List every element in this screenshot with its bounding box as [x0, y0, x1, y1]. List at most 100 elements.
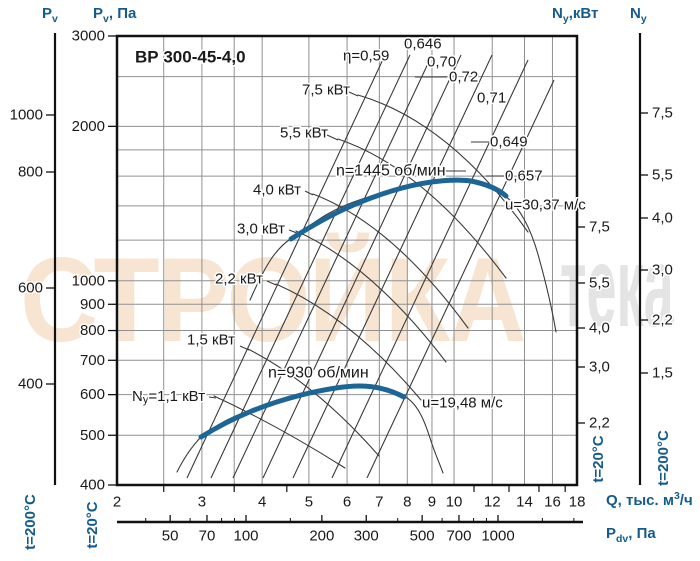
y-tick-label-inner-right: 5,5 — [589, 275, 610, 292]
pdv-tick-label: 300 — [354, 528, 379, 545]
y-tick-label-outer-right: 4,0 — [652, 210, 673, 227]
u-label: u=19,48 м/с — [422, 395, 503, 412]
y-tick-label-inner-left: 3000 — [72, 28, 105, 45]
y-tick-label-outer-right: 2,2 — [652, 312, 673, 329]
efficiency-ray — [262, 54, 462, 479]
y-tick-label-inner-left: 900 — [80, 296, 105, 313]
y-tick-label-inner-right: 2,2 — [589, 415, 610, 432]
speed-label: n=1445 об/мин — [336, 163, 446, 180]
y-tick-label-outer-right: 5,5 — [652, 167, 673, 184]
power-label: 4,0 кВт — [253, 182, 301, 199]
power-contour — [357, 94, 529, 233]
x-tick-label: 8 — [403, 494, 411, 511]
x-tick-label: 16 — [544, 494, 561, 511]
temp-label-right-inner: t=20°C — [590, 435, 607, 483]
pdv-tick-label: 100 — [233, 528, 258, 545]
efficiency-ray — [210, 54, 411, 479]
pdv-axis-unit-label: Pdv, Па — [606, 525, 656, 545]
efficiency-ray — [232, 54, 433, 479]
y-tick-label-inner-left: 400 — [80, 476, 105, 493]
eta-label: 0,71 — [477, 90, 506, 107]
speed-label: n=930 об/мин — [268, 365, 369, 382]
x-tick-label: 12 — [484, 494, 501, 511]
working-curve-930 — [198, 383, 407, 440]
y-tick-label-outer-left: 1000 — [10, 107, 43, 124]
label-leader — [326, 134, 339, 141]
power-contour — [213, 395, 346, 469]
temp-label-right-outer: t=200°C — [655, 430, 672, 486]
temp-label-left-outer: t=200°C — [22, 494, 39, 550]
watermark-stroika: СТРОЙКА — [20, 233, 527, 367]
y-tick-label-inner-left: 1000 — [72, 272, 105, 289]
eta-label: 0,70 — [427, 54, 456, 71]
eta-label: 0,657 — [505, 168, 543, 185]
power-contour — [275, 283, 422, 401]
x-tick-label: 6 — [343, 494, 351, 511]
y-tick-label-outer-left: 800 — [18, 164, 43, 181]
x-tick-label: 7 — [375, 494, 383, 511]
efficiency-ray — [292, 54, 493, 479]
label-leader — [208, 396, 217, 399]
x-tick-label: 4 — [258, 494, 266, 511]
y-tick-label-outer-right: 3,0 — [652, 262, 673, 279]
power-label: 7,5 кВт — [302, 82, 350, 99]
label-leader — [288, 229, 298, 234]
plot-border — [115, 34, 579, 487]
eta-label: 0,72 — [449, 69, 478, 86]
axis-header-pv-pa: Pv, Па — [93, 5, 137, 25]
power-contour — [312, 193, 469, 329]
label-leader — [266, 280, 277, 286]
q-axis-unit-label: Q, тыс. м3/ч — [606, 490, 693, 509]
y-tick-label-inner-left: 700 — [80, 352, 105, 369]
label-leader — [348, 91, 359, 97]
eta-label: 0,649 — [490, 134, 528, 151]
label-leader — [304, 190, 314, 196]
eta-label: 0,646 — [404, 36, 442, 53]
power-contour — [295, 230, 447, 363]
y-tick-label-inner-left: 800 — [80, 322, 105, 339]
pdv-tick-label: 500 — [410, 528, 435, 545]
y-tick-label-inner-left: 500 — [80, 427, 105, 444]
power-label-min: Ny=1,1 кВт — [132, 388, 205, 407]
x-tick-label: 5 — [305, 494, 313, 511]
efficiency-ray — [366, 79, 555, 479]
efficiency-ray — [186, 54, 386, 479]
x-tick-label: 14 — [516, 494, 533, 511]
label-leader — [239, 345, 250, 351]
watermark-teka: тека — [560, 223, 674, 351]
power-contour — [337, 138, 507, 279]
x-tick-label: 2 — [113, 494, 121, 511]
y-tick-label-outer-left: 400 — [18, 376, 43, 393]
y-tick-label-inner-left: 2000 — [72, 118, 105, 135]
pdv-tick-label: 70 — [199, 528, 216, 545]
x-tick-label: 9 — [428, 494, 436, 511]
axis-header-ny-kvt: Ny,кВт — [552, 5, 599, 25]
axis-header-pv-outer: Pv — [42, 5, 58, 25]
pdv-tick-label: 50 — [162, 528, 179, 545]
y-tick-label-inner-left: 600 — [80, 386, 105, 403]
working-curve-1445 — [288, 177, 509, 242]
power-label: 3,0 кВт — [237, 221, 285, 238]
y-tick-label-inner-right: 7,5 — [589, 219, 610, 236]
u-label: u=30,37 м/с — [505, 197, 586, 214]
power-label: 2,2 кВт — [215, 271, 263, 288]
pdv-tick-label: 1000 — [481, 528, 514, 545]
efficiency-ray — [331, 59, 529, 479]
x-tick-label: 3 — [198, 494, 206, 511]
eta-label: η=0,59 — [343, 48, 389, 65]
temp-label-left-inner: t=20°C — [84, 501, 101, 549]
pdv-tick-label: 200 — [309, 528, 334, 545]
y-tick-label-inner-right: 3,0 — [589, 359, 610, 376]
y-tick-label-outer-left: 600 — [18, 280, 43, 297]
axis-header-ny: Ny — [630, 5, 647, 25]
x-tick-label: 18 — [569, 494, 586, 511]
pdv-tick-label: 700 — [446, 528, 471, 545]
y-tick-label-inner-right: 4,0 — [589, 320, 610, 337]
power-label: 1,5 кВт — [187, 332, 235, 349]
chart-title: ВР 300-45-4,0 — [135, 48, 246, 67]
y-tick-label-outer-right: 7,5 — [652, 105, 673, 122]
power-label: 5,5 кВт — [280, 125, 328, 142]
y-tick-label-outer-right: 1,5 — [652, 365, 673, 382]
